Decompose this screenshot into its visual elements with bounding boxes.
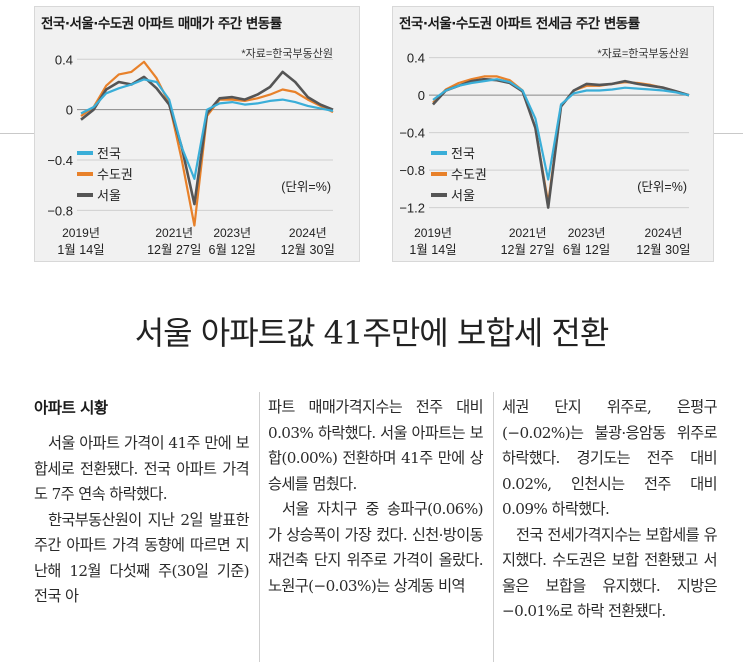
unit-label: (단위=%) bbox=[637, 180, 687, 194]
y-tick-label: −0.8 bbox=[399, 163, 425, 178]
x-tick-date: 1월 14일 bbox=[57, 243, 104, 257]
x-tick-year: 2021년 bbox=[509, 226, 547, 240]
sale-price-chart: 전국·서울·수도권 아파트 매매가 주간 변동률 0.4 0 −0.4 −0.8 201… bbox=[34, 6, 360, 262]
article-column-3: 세권 단지 위주로, 은평구(−0.02%)는 불광·응암동 위주로 하락했다.… bbox=[502, 395, 718, 625]
x-tick-year: 2021년 bbox=[155, 226, 193, 240]
paragraph: 세권 단지 위주로, 은평구(−0.02%)는 불광·응암동 위주로 하락했다.… bbox=[502, 398, 718, 518]
sale-chart-plot: 0.4 0 −0.4 −0.8 2019년 1월 14일 2021년 12월 27일 2023년… bbox=[47, 47, 335, 257]
legend-label: 서울 bbox=[451, 188, 475, 203]
sale-chart-title: 전국·서울·수도권 아파트 매매가 주간 변동률 bbox=[41, 16, 282, 32]
source-note: *자료=한국부동산원 bbox=[241, 47, 333, 60]
x-tick-year: 2024년 bbox=[289, 226, 327, 240]
source-note: *자료=한국부동산원 bbox=[597, 47, 689, 60]
y-tick-label: −0.8 bbox=[47, 203, 73, 218]
paragraph: 전국 전세가격지수는 보합세를 유지했다. 수도권은 보합 전환됐고 서울은 보… bbox=[502, 525, 718, 621]
x-tick-date: 6월 12일 bbox=[209, 243, 256, 257]
jeonse-chart-title: 전국·서울·수도권 아파트 전세금 주간 변동률 bbox=[399, 16, 640, 32]
y-tick-label: −1.2 bbox=[399, 201, 425, 216]
legend-label: 전국 bbox=[97, 146, 121, 161]
x-tick-year: 2019년 bbox=[62, 226, 100, 240]
headline: 서울 아파트값 41주만에 보합세 전환 bbox=[134, 314, 610, 352]
paragraph: 서울 아파트 가격이 41주 만에 보합세로 전환됐다. 전국 아파트 가격도 … bbox=[34, 434, 250, 503]
paragraph: 파트 매매가격지수는 전주 대비 0.03% 하락했다. 서울 아파트는 보합(… bbox=[268, 398, 484, 493]
y-tick-label: −0.4 bbox=[399, 126, 425, 141]
series-line-전국 bbox=[80, 78, 334, 180]
x-tick-date: 12월 27일 bbox=[501, 243, 555, 257]
legend-label: 수도권 bbox=[97, 167, 133, 182]
x-tick-date: 12월 30일 bbox=[281, 243, 335, 257]
left-rule-line bbox=[0, 133, 34, 134]
x-tick-date: 6월 12일 bbox=[563, 243, 610, 257]
x-tick-date: 12월 27일 bbox=[147, 243, 201, 257]
right-rule-line bbox=[714, 133, 743, 134]
y-tick-label: 0.4 bbox=[55, 52, 73, 67]
article-column-2: 파트 매매가격지수는 전주 대비 0.03% 하락했다. 서울 아파트는 보합(… bbox=[268, 395, 484, 599]
y-tick-label: 0.4 bbox=[407, 51, 425, 66]
section-label: 아파트 시황 bbox=[34, 399, 108, 417]
x-tick-date: 12월 30일 bbox=[636, 243, 690, 257]
x-tick-date: 1월 14일 bbox=[409, 243, 456, 257]
legend-label: 서울 bbox=[97, 188, 121, 203]
x-tick-year: 2023년 bbox=[213, 226, 251, 240]
paragraph: 한국부동산원이 지난 2일 발표한 주간 아파트 가격 동향에 따르면 지난해 … bbox=[34, 510, 250, 606]
y-tick-label: 0 bbox=[66, 103, 73, 118]
jeonse-chart-plot: 0.4 0 −0.4 −0.8 −1.2 2019년 1월 14일 2021년 12월 27일 2… bbox=[399, 47, 690, 257]
legend-label: 수도권 bbox=[451, 167, 487, 182]
series-line-전국 bbox=[432, 78, 690, 181]
y-tick-label: 0 bbox=[418, 88, 425, 103]
x-tick-year: 2023년 bbox=[568, 226, 606, 240]
jeonse-chart: 전국·서울·수도권 아파트 전세금 주간 변동률 0.4 0 −0.4 −0.8 −1.… bbox=[392, 6, 714, 262]
legend-label: 전국 bbox=[451, 146, 475, 161]
x-tick-year: 2024년 bbox=[645, 226, 683, 240]
unit-label: (단위=%) bbox=[281, 180, 331, 194]
x-tick-year: 2019년 bbox=[414, 226, 452, 240]
article-column-1: 아파트 시황 서울 아파트 가격이 41주 만에 보합세로 전환됐다. 전국 아… bbox=[34, 395, 250, 610]
column-divider bbox=[259, 392, 260, 662]
y-tick-label: −0.4 bbox=[47, 153, 73, 168]
paragraph: 서울 자치구 중 송파구(0.06%)가 상승폭이 가장 컸다. 신천·방이동 … bbox=[268, 500, 484, 595]
column-divider bbox=[493, 392, 494, 662]
